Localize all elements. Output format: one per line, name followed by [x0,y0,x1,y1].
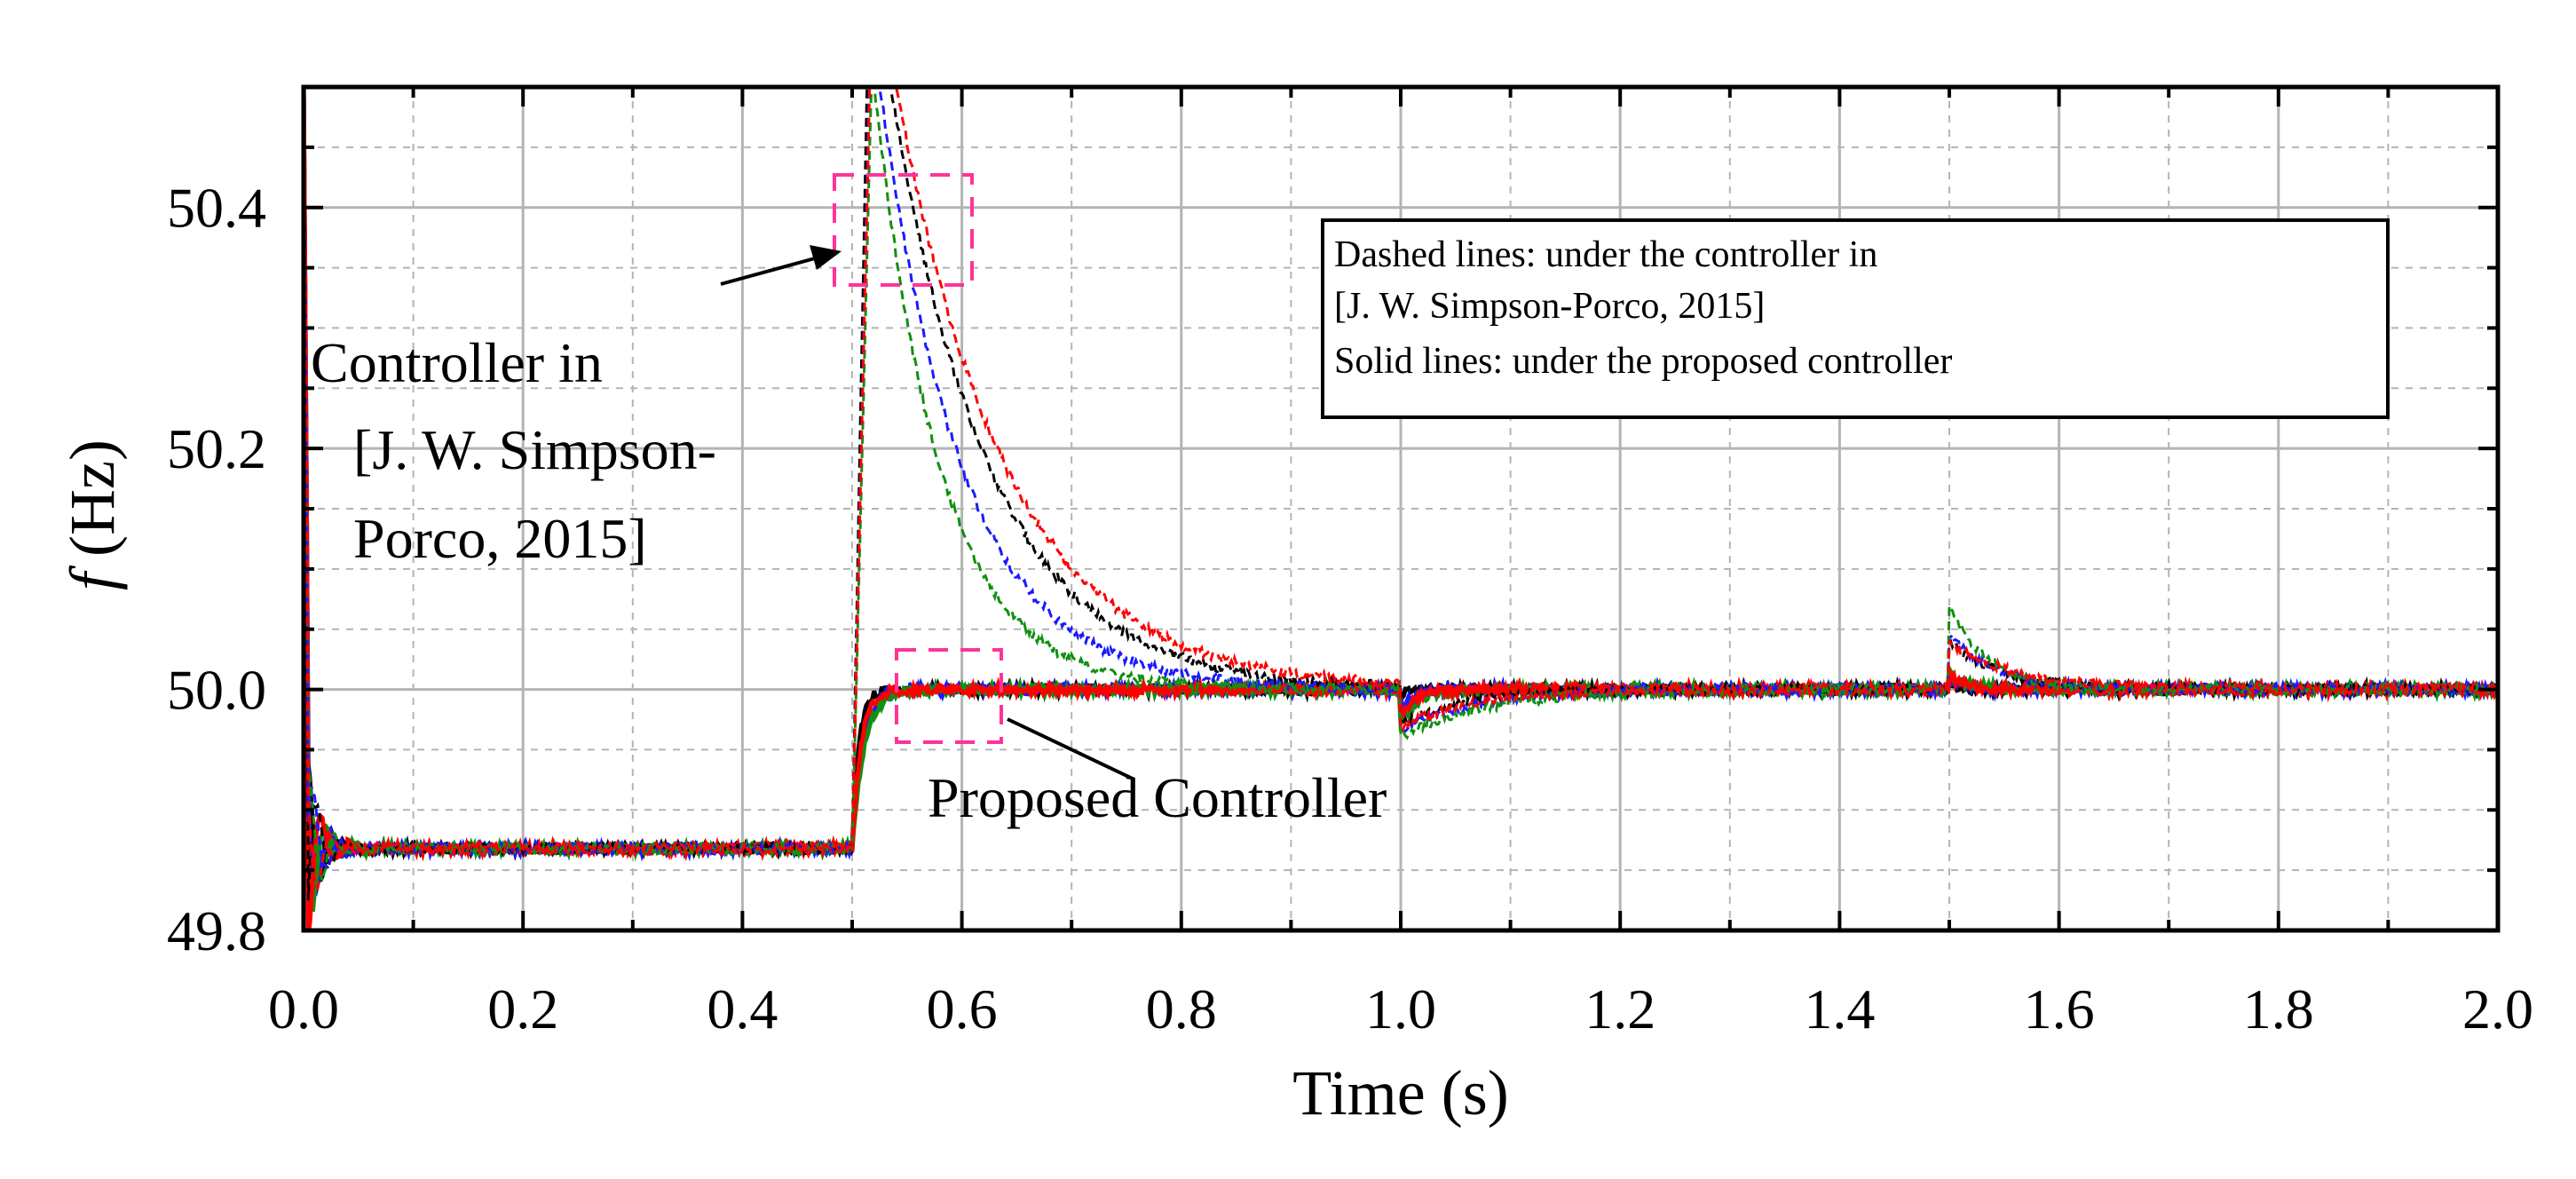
proposed-annotation: Proposed Controller [928,766,1387,829]
series-line-dashed [304,87,2498,887]
x-tick-label: 1.0 [1365,977,1436,1041]
x-tick-labels: 0.0 0.2 0.4 0.6 0.8 1.0 1.2 1.4 1.6 1.8 2.0 [268,977,2533,1041]
x-tick-label: 0.0 [268,977,339,1041]
controller-arrow-head [810,245,842,270]
highlight-box-peak [833,173,974,287]
y-tick-label: 49.8 [167,899,266,962]
controller-annotation-line2: [J. W. Simpson- [353,418,716,481]
proposed-pointer-line [1007,717,1135,781]
legend-line-3: Solid lines: under the proposed controll… [1334,341,1952,382]
y-tick-labels: 49.8 50.0 50.2 50.4 [167,177,266,962]
y-axis-title-unit: (Hz) [57,439,128,573]
x-tick-label: 1.4 [1804,977,1875,1041]
y-axis-title: f (Hz) [57,439,128,590]
legend: Dashed lines: under the controller in [J… [1321,218,2390,419]
x-axis-title: Time (s) [1292,1057,1508,1128]
controller-arrow-line [720,257,816,286]
x-tick-label: 0.8 [1146,977,1217,1041]
x-tick-label: 1.6 [2024,977,2095,1041]
legend-line-2: [J. W. Simpson-Porco, 2015] [1334,286,1765,327]
x-tick-label: 1.8 [2243,977,2314,1041]
legend-line-1: Dashed lines: under the controller in [1334,234,1877,275]
series-line-dashed [304,87,2498,891]
x-tick-label: 0.2 [487,977,558,1041]
x-tick-label: 2.0 [2462,977,2533,1041]
y-tick-label: 50.4 [167,177,266,240]
y-tick-label: 50.2 [167,417,266,480]
x-tick-label: 1.2 [1584,977,1655,1041]
y-tick-label: 50.0 [167,659,266,722]
controller-annotation-line1: Controller in [311,331,603,394]
controller-annotation-line3: Porco, 2015] [353,507,647,570]
x-tick-label: 0.4 [707,977,778,1041]
series-lines [304,87,2498,930]
x-tick-label: 0.6 [927,977,998,1041]
axis-ticks [302,87,2500,932]
legend-box [1321,218,2390,419]
